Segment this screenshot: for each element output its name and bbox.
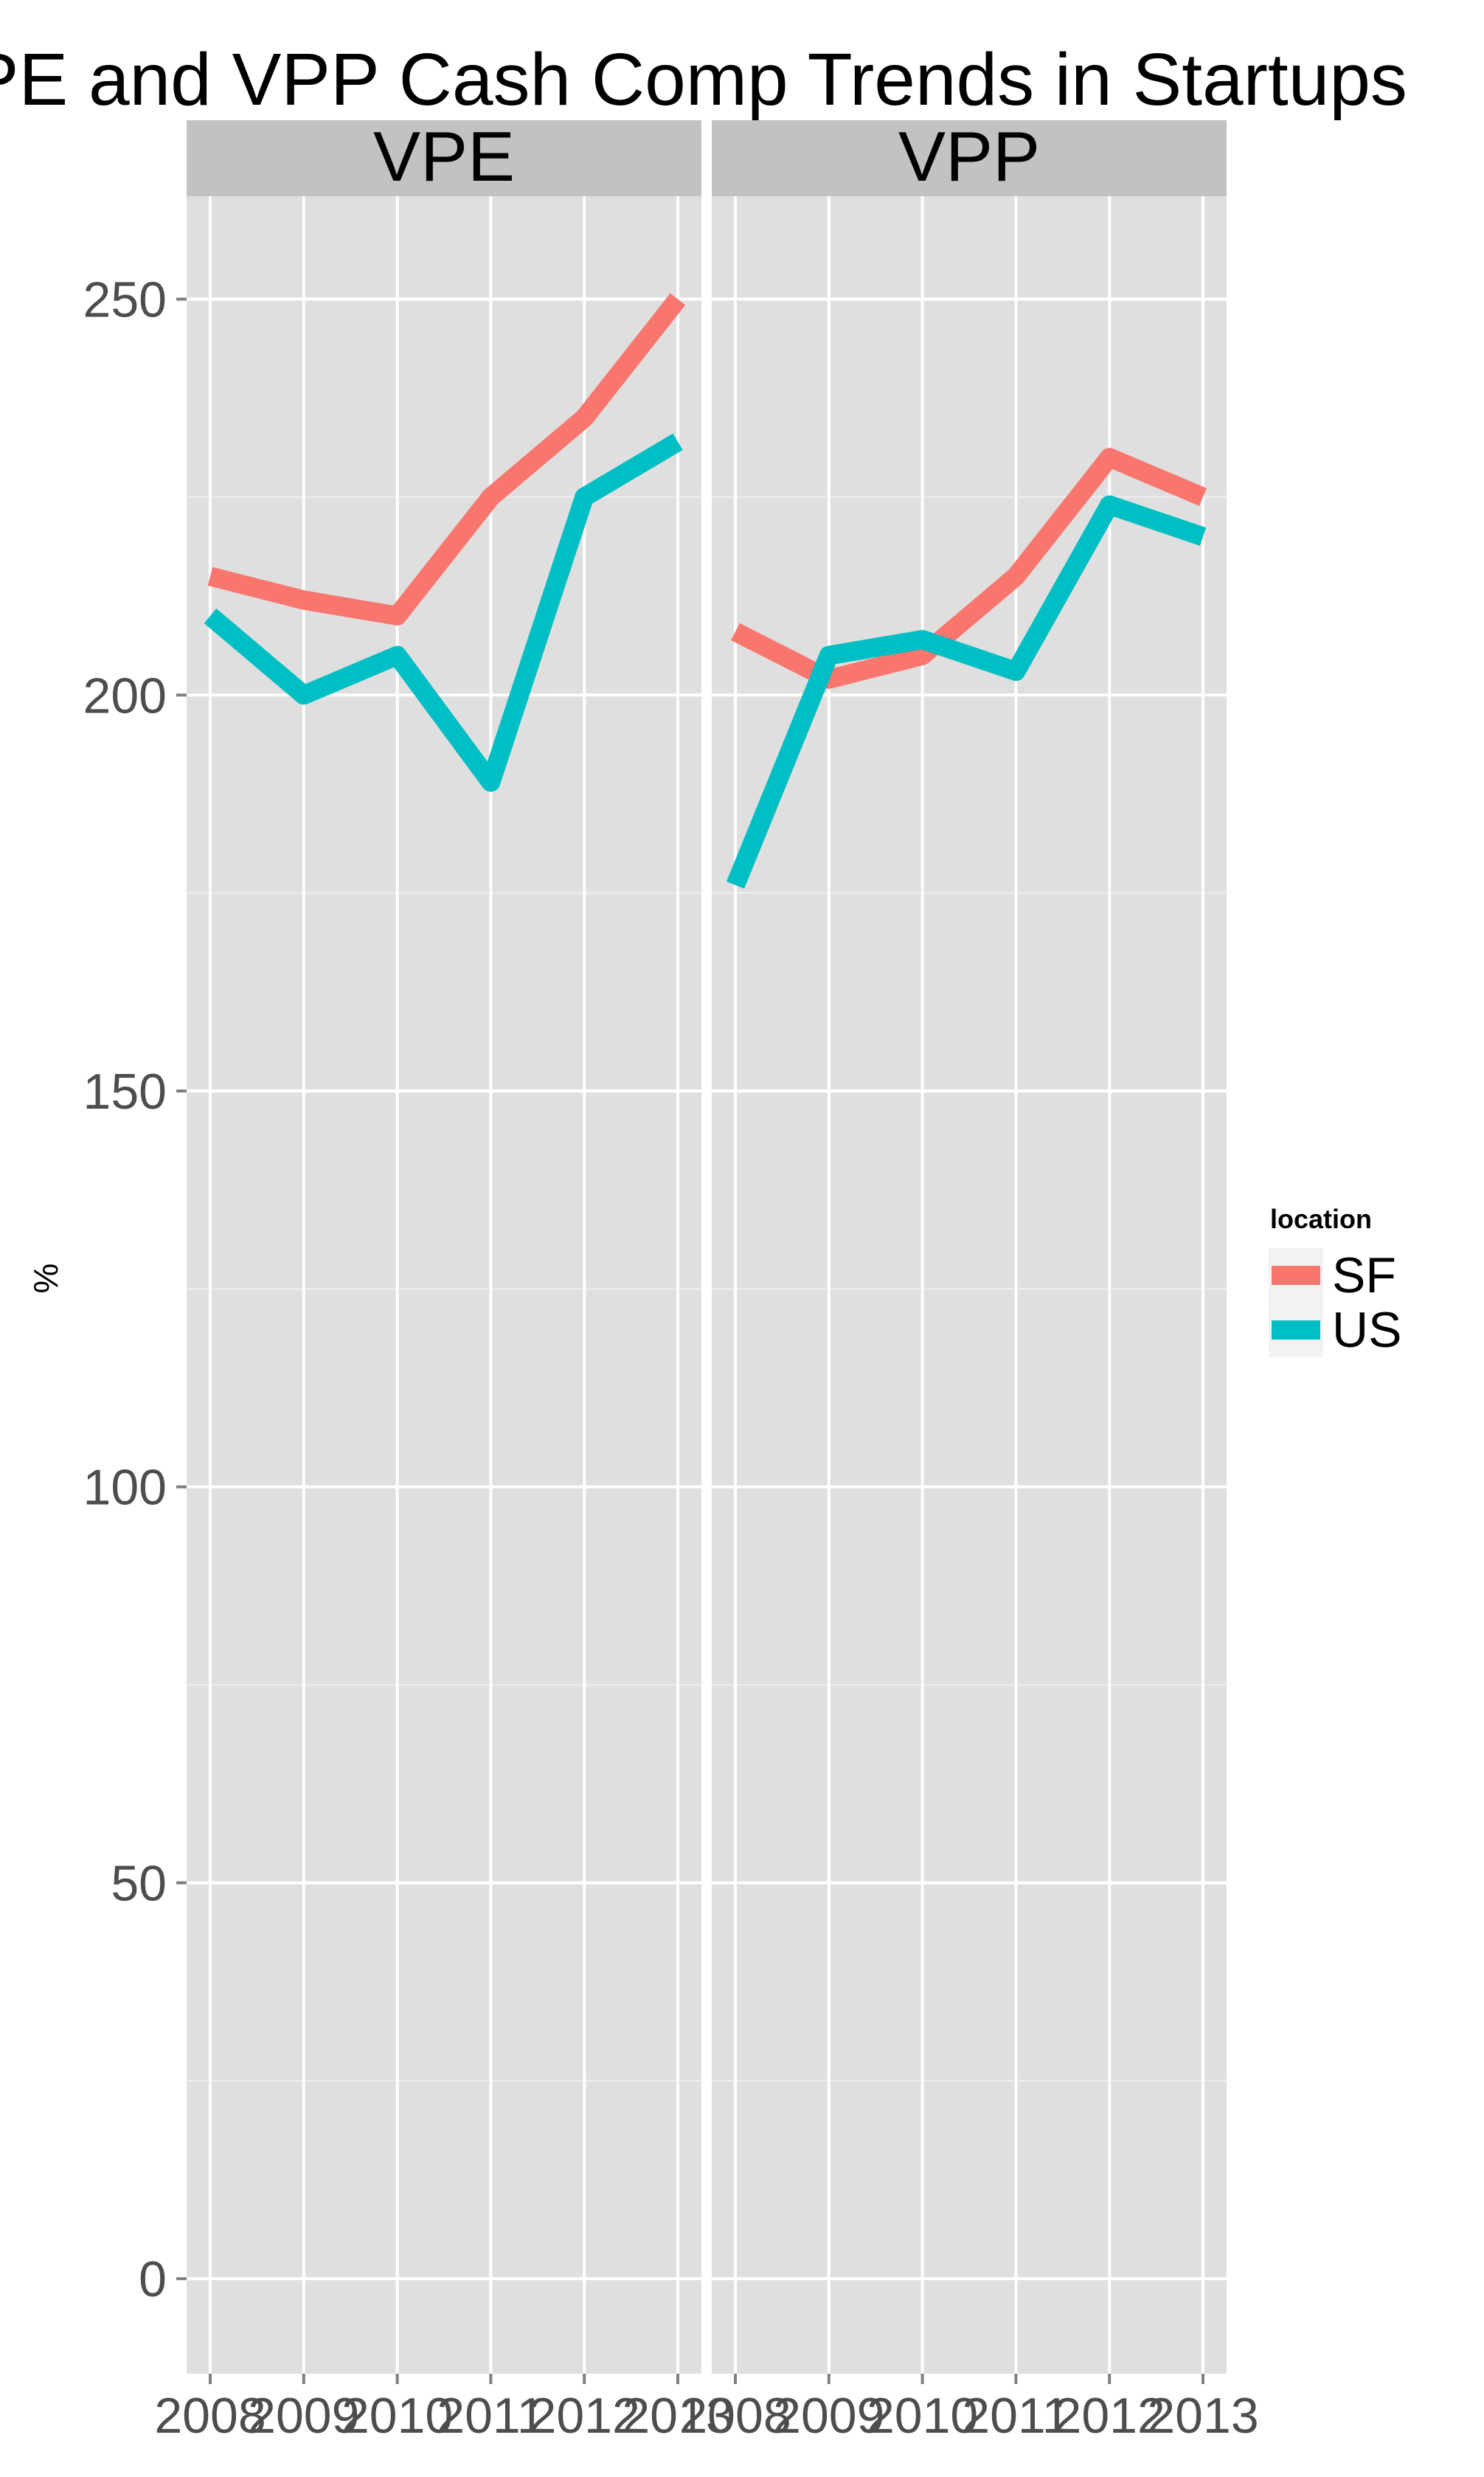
x-tick-label: 2008: [154, 2388, 266, 2444]
legend-title: location: [1270, 1204, 1372, 1234]
series-line-us: [726, 495, 1207, 889]
series-line-sf: [207, 293, 686, 626]
y-tick-label: 250: [83, 272, 167, 328]
facet-strip-label: VPE: [373, 117, 515, 196]
x-tick-label: 2008: [679, 2388, 791, 2444]
x-tick-label: 2012: [529, 2388, 640, 2444]
y-tick-label: 200: [83, 668, 167, 724]
series-line-us: [204, 433, 683, 792]
facet-panels: VPE200820092010201120122013VPP2008200920…: [83, 117, 1259, 2444]
facet-strip: [187, 120, 701, 196]
legend-label: SF: [1332, 1247, 1396, 1303]
y-tick-label: 0: [139, 2251, 167, 2307]
x-tick-label: 2011: [962, 2388, 1069, 2444]
x-tick-label: 2013: [622, 2388, 733, 2444]
y-tick-label: 150: [83, 1064, 167, 1120]
legend-item-sf: SF: [1269, 1247, 1396, 1303]
x-tick-label: 2010: [341, 2388, 453, 2444]
y-tick-label: 100: [83, 1460, 167, 1516]
legend-item-us: US: [1269, 1302, 1401, 1358]
x-tick-label: 2012: [1054, 2388, 1165, 2444]
x-tick-label: 2010: [867, 2388, 978, 2444]
x-tick-label: 2009: [248, 2388, 359, 2444]
panel-background: [712, 196, 1227, 2374]
chart-title: VPE and VPP Cash Comp Trends in Startups: [0, 38, 1407, 121]
y-tick-label: 50: [111, 1855, 167, 1911]
x-tick-label: 2013: [1147, 2388, 1258, 2444]
facet-strip: [712, 120, 1227, 196]
facet-strip-label: VPP: [898, 117, 1040, 196]
y-axis: 0 50 100 150 200 250: [83, 272, 187, 2307]
x-tick-label: 2009: [773, 2388, 884, 2444]
panel-background: [187, 196, 701, 2374]
x-tick-label: 2011: [437, 2388, 544, 2444]
y-axis-title: %: [27, 1264, 65, 1294]
legend-label: US: [1332, 1302, 1401, 1358]
